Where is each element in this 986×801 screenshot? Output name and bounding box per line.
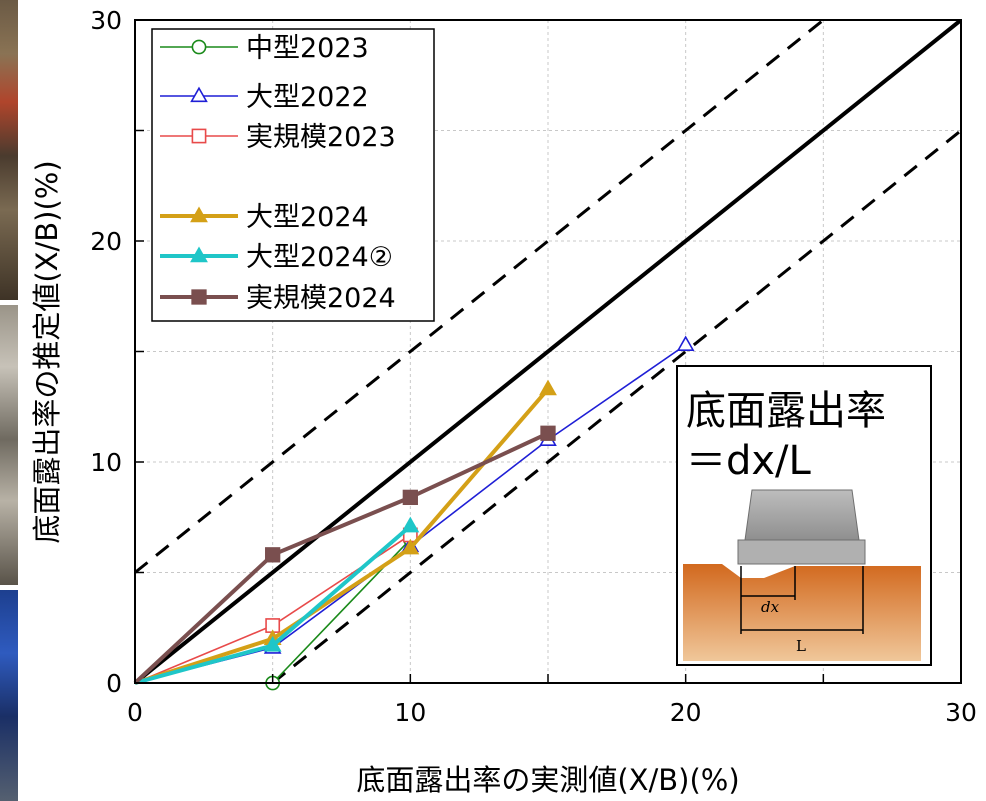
inset-title-line2: ＝dx/L bbox=[686, 438, 812, 484]
dx-label: dx bbox=[761, 598, 780, 616]
legend-marker bbox=[191, 39, 207, 55]
data-point bbox=[402, 489, 418, 506]
y-axis-label: 底面露出率の推定値(X/B)(%) bbox=[30, 160, 64, 543]
reference-line-bound bbox=[271, 129, 961, 683]
series-2 bbox=[134, 335, 695, 684]
legend-marker bbox=[190, 246, 208, 263]
background-photo-strip-bottom bbox=[0, 590, 18, 801]
background-photo-strip-top bbox=[0, 0, 18, 300]
series-line bbox=[134, 387, 550, 685]
data-point bbox=[676, 335, 695, 351]
x-tick-label: 20 bbox=[670, 698, 702, 727]
y-tick-label: 0 bbox=[106, 669, 122, 698]
inset-title-line1: 底面露出率 bbox=[686, 388, 886, 434]
legend-marker bbox=[191, 128, 207, 144]
y-tick-label: 20 bbox=[90, 227, 122, 256]
legend-label: 大型2022 bbox=[246, 82, 369, 113]
legend-label: 中型2023 bbox=[246, 33, 369, 64]
data-point bbox=[401, 516, 420, 533]
x-tick-label: 30 bbox=[945, 698, 977, 727]
series-1 bbox=[265, 531, 418, 691]
inset-diagram: 底面露出率 ＝dx/L dx L bbox=[676, 365, 932, 666]
legend-label: 実規模2024 bbox=[246, 283, 396, 314]
series-6 bbox=[133, 425, 556, 685]
reference-lines bbox=[135, 20, 961, 683]
data-point bbox=[540, 425, 556, 441]
background-photo-strip-middle bbox=[0, 305, 18, 585]
legend-label: 実規模2023 bbox=[246, 122, 396, 153]
y-tick-label: 10 bbox=[90, 448, 122, 477]
legend-box bbox=[151, 28, 435, 322]
data-point bbox=[401, 538, 420, 555]
legend-label: 大型2024② bbox=[246, 242, 393, 273]
x-tick-label: 0 bbox=[127, 698, 143, 727]
series-5 bbox=[134, 516, 420, 685]
y-tick-label: 30 bbox=[90, 6, 122, 35]
legend: 中型2023 大型2022 実規模2023 大型2024 大型2024② 実規模2024 bbox=[151, 28, 435, 322]
L-label: L bbox=[796, 637, 806, 655]
x-axis-label: 底面露出率の実測値(X/B)(%) bbox=[356, 763, 739, 797]
footing-base bbox=[737, 539, 866, 565]
legend-marker bbox=[190, 206, 208, 223]
legend-marker bbox=[190, 86, 208, 103]
data-series bbox=[133, 335, 695, 691]
legend-label: 大型2024 bbox=[246, 202, 369, 233]
axis-ticks: 0 10 20 30 0 10 20 30 bbox=[90, 6, 977, 727]
series-line bbox=[133, 431, 549, 685]
reference-line-1to1 bbox=[135, 20, 961, 683]
data-point bbox=[265, 547, 281, 563]
reference-line-bound bbox=[135, 20, 825, 574]
data-point bbox=[263, 635, 282, 652]
data-point bbox=[539, 379, 557, 396]
x-tick-label: 10 bbox=[394, 698, 426, 727]
legend-marker bbox=[191, 289, 207, 305]
soil-ground bbox=[683, 564, 921, 661]
series-4 bbox=[134, 379, 557, 685]
footing-block-top bbox=[744, 489, 860, 541]
